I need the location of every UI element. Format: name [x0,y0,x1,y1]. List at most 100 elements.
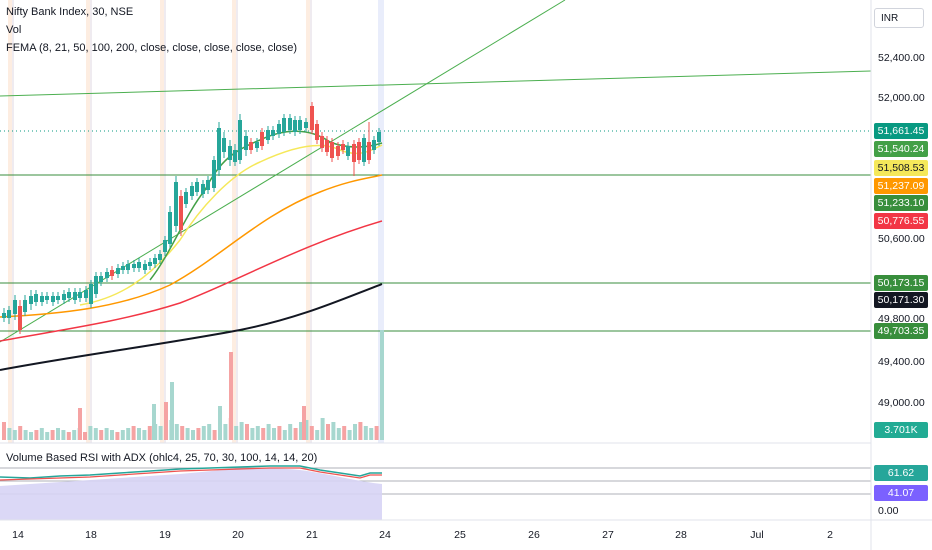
price-tag: 50,776.55 [874,213,928,229]
candle-body [330,142,334,158]
candle-body [116,268,120,274]
volume-bar [93,428,98,440]
gridlines [0,130,871,332]
candle-body [18,306,22,330]
candle-body [158,254,162,260]
candle-body [148,262,152,266]
ema-lines [0,130,383,371]
volume-bar [282,430,287,440]
volume-bar [302,406,306,440]
fema-legend[interactable]: FEMA (8, 21, 50, 100, 200, close, close,… [6,42,298,54]
volume-bar [142,430,147,440]
volume-bar [196,428,201,440]
candle-body [153,258,157,264]
volume-bar [180,426,185,440]
currency-button[interactable]: INR [874,8,924,28]
price-tag: 51,661.45 [874,123,928,139]
candlesticks[interactable] [2,102,381,334]
price-axis-label: 49,000.00 [878,397,925,409]
time-axis-label: 19 [159,529,171,541]
volume-bar [29,432,33,440]
candle-body [233,150,237,162]
candle-body [249,142,253,150]
volume-bar [277,426,282,440]
candle-body [132,264,136,268]
volume-bars [2,330,384,440]
candle-body [260,132,264,146]
volume-bar [147,426,152,440]
price-tag: 3.701K [874,422,928,438]
volume-bar [191,430,195,440]
session-highlights [8,0,384,443]
ema21-line [79,144,383,306]
volume-bar [380,330,384,440]
price-tag: 51,233.10 [874,195,928,211]
candle-body [29,296,33,304]
volume-bar [174,424,179,440]
price-axis-label: 52,000.00 [878,92,925,104]
ema200-line [0,283,383,371]
candle-body [362,138,366,162]
candle-body [121,266,125,270]
trendline-upper [0,70,872,97]
rsi-signal-tag: 41.07 [874,485,928,501]
candle-body [62,294,66,300]
volume-bar [158,426,163,440]
volume-bar [272,428,276,440]
candle-body [168,212,172,244]
candle-body [377,132,381,142]
candle-body [51,296,55,302]
volume-bar [229,352,233,440]
candle-body [357,142,361,160]
time-axis-label: 2 [827,529,833,541]
candle-body [206,180,210,190]
candle-body [244,136,248,150]
time-axis-label: 25 [454,529,466,541]
volume-bar [374,426,379,440]
volume-bar [336,428,341,440]
candle-body [320,136,324,148]
session-band [310,0,312,443]
candle-body [282,118,286,132]
volume-bar [299,422,303,440]
volume-bar [207,424,212,440]
price-tag: 50,173.15 [874,275,928,291]
volume-bar [104,428,109,440]
price-axis-label: 49,800.00 [878,313,925,325]
price-tag: 51,237.09 [874,178,928,194]
candle-body [367,142,371,160]
vol-legend[interactable]: Vol [6,24,22,36]
time-axis-label: 27 [602,529,614,541]
volume-bar [126,428,131,440]
price-tag: 51,508.53 [874,160,928,176]
candle-body [143,264,147,270]
candle-body [341,144,345,150]
volume-bar [369,428,374,440]
volume-bar [12,430,17,440]
volume-bar [353,424,357,440]
candle-body [201,184,205,194]
volume-bar [34,430,39,440]
volume-bar [245,424,249,440]
candle-body [352,144,356,162]
price-axis-label: 50,600.00 [878,233,925,245]
volume-bar [363,426,368,440]
volume-bar [170,382,174,440]
candle-body [288,118,292,130]
candle-body [325,140,329,152]
volume-bar [83,432,87,440]
symbol-legend[interactable]: Nifty Bank Index, 30, NSE [6,6,134,18]
candle-body [84,290,88,298]
candle-body [13,300,17,314]
candle-body [255,142,259,148]
volume-bar [39,428,44,440]
volume-bar [266,424,271,440]
rsi-pane [0,465,871,520]
candle-body [271,130,275,136]
rsi-legend[interactable]: Volume Based RSI with ADX (ohlc4, 25, 70… [6,452,318,464]
candle-body [228,146,232,160]
volume-bar [78,408,82,440]
time-axis-label: 20 [232,529,244,541]
time-axis-label: Jul [750,529,764,541]
